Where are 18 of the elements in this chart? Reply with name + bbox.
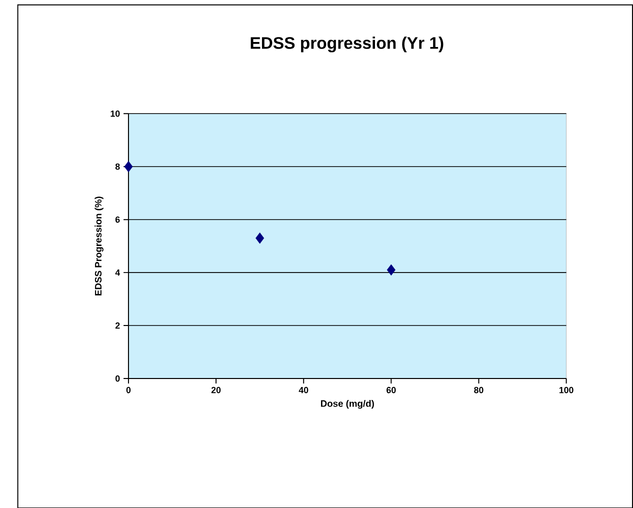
x-tick-label: 40 [298,386,308,393]
y-axis-title: EDSS Progression (%) [94,196,104,296]
x-axis-title: Dose (mg/d) [321,400,374,408]
x-tick-label: 100 [559,386,574,393]
x-tick-label: 0 [126,386,131,393]
y-tick-label: 0 [115,375,120,382]
y-tick-label: 8 [115,163,120,170]
x-tick-label: 20 [211,386,221,393]
y-tick-label: 10 [110,110,120,117]
point [124,160,133,172]
y-tick-label: 4 [115,269,120,276]
y-tick-label: 2 [115,322,120,328]
x-tick-label: 80 [474,386,484,393]
chart-title: EDSS progression (Yr 1) [250,36,444,52]
x-tick-label: 60 [386,386,396,393]
point [386,264,396,276]
point [256,232,264,244]
y-tick-label: 6 [115,216,120,222]
